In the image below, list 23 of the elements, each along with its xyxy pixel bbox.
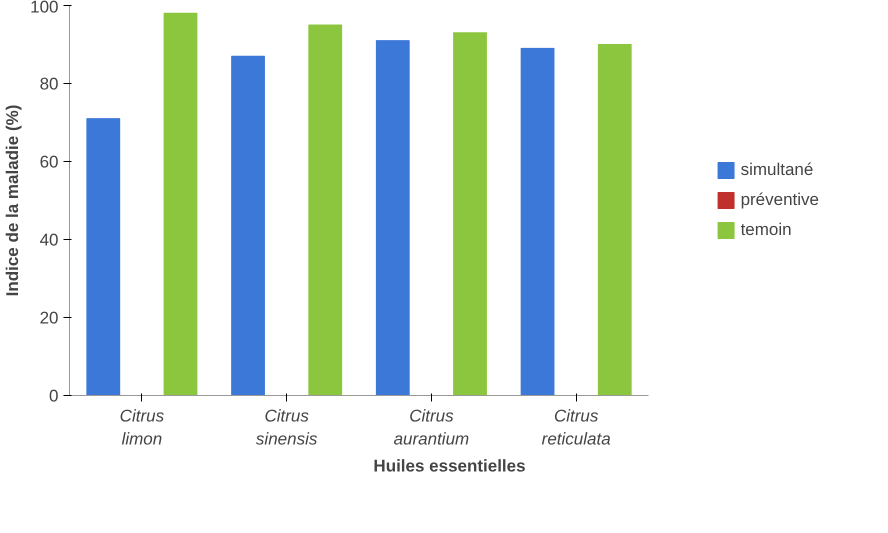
y-tick-label: 100 [30,0,59,16]
bar [86,118,120,396]
y-tick-label: 60 [40,152,59,172]
x-axis-title: Huiles essentielles [373,456,526,476]
bar [231,56,265,396]
legend-label: simultané [740,160,814,180]
bar [598,44,632,396]
y-tick-label: 20 [40,308,59,328]
x-tick-label: Citrus sinensis [256,406,318,448]
y-tick-label: 40 [40,230,59,250]
bar [520,48,554,396]
legend-label: préventive [740,190,819,210]
x-tick-label: Citrus reticulata [542,406,611,448]
legend-label: temoin [740,220,792,240]
bar [164,12,198,396]
x-tick-label: Citrus aurantium [394,406,470,448]
bar [453,32,487,396]
y-tick-label: 0 [49,386,59,406]
x-tick-label: Citrus limon [120,406,165,448]
bar [308,24,342,396]
y-axis-title: Indice de la maladie (%) [3,104,22,296]
y-tick-label: 80 [40,74,59,94]
bar [376,40,410,396]
